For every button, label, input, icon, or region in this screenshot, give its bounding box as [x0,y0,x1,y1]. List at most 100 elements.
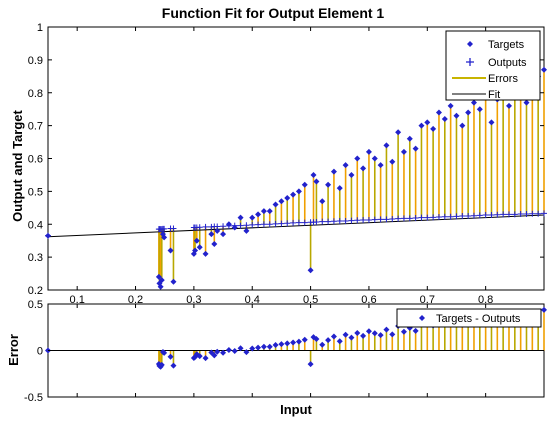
error-point [377,332,384,339]
error-point [307,361,314,368]
target-point [290,191,297,198]
target-point [170,278,177,285]
target-point [208,231,215,238]
target-point [301,181,308,188]
output-point [465,213,472,220]
error-point [167,353,174,360]
target-point [523,99,530,106]
target-point [336,185,343,192]
output-point [441,213,448,220]
fit-line-path [47,214,545,238]
output-point [500,211,507,218]
target-point [505,102,512,109]
error-point [272,342,279,349]
fit-line [47,214,545,238]
output-point [476,212,483,219]
output-point [290,219,297,226]
x-tick-label: 0.1 [70,294,85,306]
y-ticks-top: 0.2 0.3 0.4 0.5 0.6 0.7 0.8 0.9 1 [28,22,544,297]
error-point [266,343,273,350]
output-point [255,221,262,228]
error-point [214,348,221,355]
error-point [290,339,297,346]
target-point [342,162,349,169]
target-point [260,208,267,215]
target-point [476,106,483,113]
x-tick-label: 0.2 [128,294,143,306]
output-point [354,217,361,224]
y-tick-label: 0.4 [28,219,43,231]
x-ticks-bottom [76,304,487,397]
target-point [158,277,165,284]
output-point [494,211,501,218]
y-tick-label: 1 [37,22,43,34]
output-point [295,219,302,226]
target-point [441,116,448,123]
error-point [336,338,343,345]
target-point [325,181,332,188]
target-point [167,247,174,254]
output-point [325,218,332,225]
legend-targets-outputs: Targets - Outputs [436,313,521,325]
target-point [348,171,355,178]
legend-bottom: Targets - Outputs [396,308,542,328]
target-point [45,232,51,239]
legend-outputs-marker [466,58,474,66]
output-point [266,221,273,228]
x-tick-label: 0.3 [186,294,201,306]
y-tick-label: 0.7 [28,121,43,133]
target-point [488,119,495,126]
target-point [272,201,279,208]
y-tick-label: 0.2 [28,285,43,297]
output-point [400,215,407,222]
target-point [459,122,466,129]
y-tick-label: 0.8 [28,88,43,100]
error-point [220,349,227,356]
target-point [307,267,314,274]
error-point [319,341,326,348]
output-point [278,220,285,227]
output-point [424,214,431,221]
output-point [488,212,495,219]
target-point [330,168,337,175]
target-point [400,148,407,155]
output-point [470,212,477,219]
error-point [365,328,372,335]
y-tick-label: 0.5 [28,299,43,311]
target-point [412,145,419,152]
y-axis-label-bottom: Error [6,334,21,366]
output-point [535,210,542,217]
target-point [465,109,472,116]
output-point [319,218,326,225]
error-point [342,331,349,338]
output-point [360,216,367,223]
target-point [193,237,200,244]
legend-errors: Errors [488,73,518,85]
error-point [360,332,367,339]
target-point [255,211,262,218]
error-point [383,326,390,333]
output-point [243,222,250,229]
target-point [161,234,168,241]
x-tick-label: 0.8 [478,294,493,306]
target-point [377,162,384,169]
target-point [418,122,425,129]
legend-error-marker [419,315,425,321]
target-point [383,142,390,149]
output-point [170,225,177,232]
error-point [412,327,419,334]
error-point [400,328,407,335]
y-ticks-bottom: -0.5 0 0.5 [24,299,544,404]
output-point [459,213,466,220]
output-point [406,215,413,222]
output-point [301,219,308,226]
error-point [284,340,291,347]
x-tick-label: 0.4 [245,294,260,306]
legend-targets: Targets [488,39,525,51]
output-point [272,220,279,227]
output-point [249,221,256,228]
error-point [225,347,232,354]
output-point [161,225,168,232]
error-point [260,343,267,350]
output-point [529,210,536,217]
